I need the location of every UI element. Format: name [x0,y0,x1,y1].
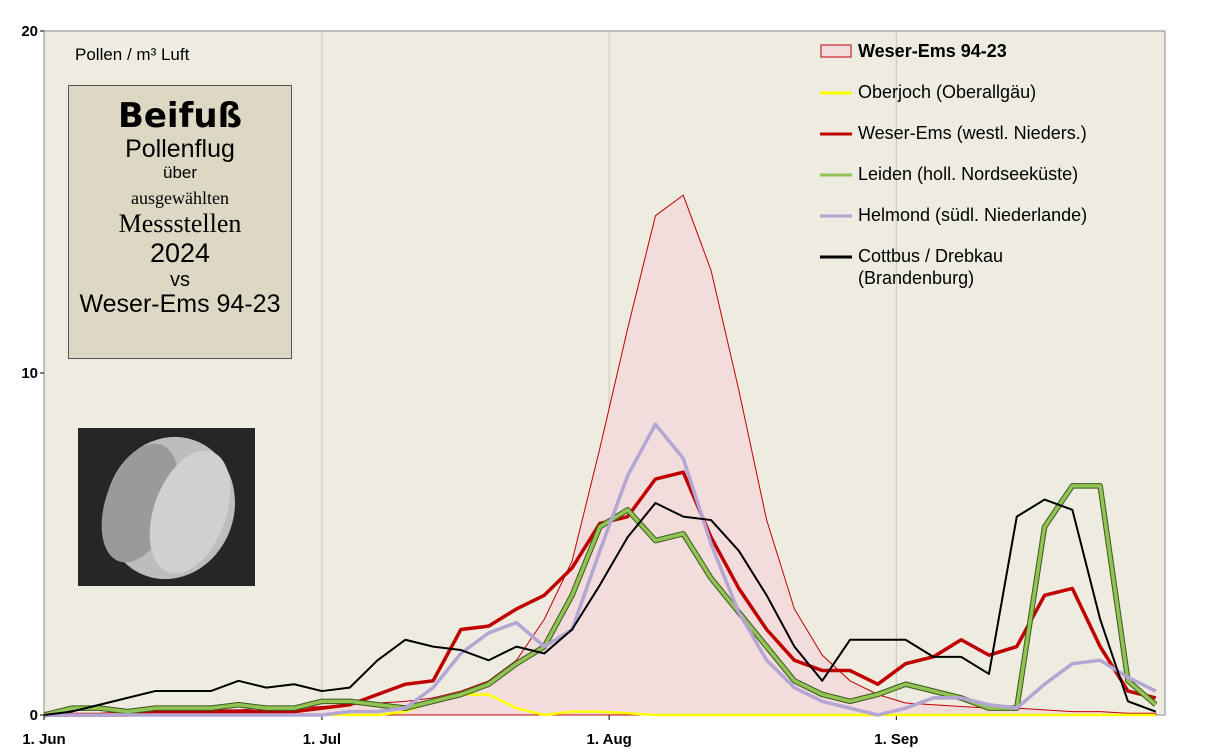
legend-entry: Weser-Ems 94-23 [820,40,1087,81]
legend-label: Helmond (südl. Niederlande) [858,205,1088,225]
legend-label: Weser-Ems (westl. Nieders.) [858,123,1087,143]
pollen-image [78,428,255,586]
line [44,422,1157,717]
info-line: Weser-Ems 94-23 [79,289,281,318]
y-tick-label: 20 [21,23,38,40]
y-tick-label: 0 [30,707,38,724]
legend-swatch [820,173,852,177]
y-axis-label: Pollen / m³ Luft [75,45,190,64]
info-line: ausgewählten [131,188,229,209]
line [44,470,1157,717]
x-tick-label: 1. Aug [586,731,631,748]
line [43,498,1157,716]
legend-label: Oberjoch (Oberallgäu) [858,82,1037,102]
x-tick-label: 1. Jun [22,731,65,748]
info-line: vs [170,268,190,291]
legend-label: Weser-Ems 94-23 [858,41,1007,61]
info-line: Beifuß [117,96,243,136]
y-tick-label: 10 [21,365,38,382]
swatch [820,44,852,58]
info-box: Beifuß Pollenflug über ausgewählten Messstel… [68,85,292,359]
info-line: Pollenflug [125,135,235,163]
legend-entry: Weser-Ems (westl. Nieders.) [820,122,1087,163]
legend-entry: Oberjoch (Oberallgäu) [820,81,1087,122]
legend-label: Cottbus / Drebkau (Brandenburg) [858,246,1004,288]
legend-swatch [820,214,852,218]
legend-swatch [820,132,852,136]
legend-swatch [820,91,852,95]
legend: Weser-Ems 94-23 Oberjoch (Oberallgäu) Wese… [820,40,1087,288]
legend-swatch [820,255,852,259]
x-tick-label: 1. Sep [874,731,918,748]
info-line: Messstellen [118,209,242,239]
legend-swatch [820,44,852,58]
legend-entry: Cottbus / Drebkau (Brandenburg) [820,245,1087,288]
info-line: 2024 [149,238,211,269]
info-line: über [162,162,198,182]
legend-label: Leiden (holl. Nordseeküste) [858,164,1079,184]
legend-entry: Leiden (holl. Nordseeküste) [820,163,1087,204]
legend-entry: Helmond (südl. Niederlande) [820,204,1087,245]
x-tick-label: 1. Jul [303,731,341,748]
